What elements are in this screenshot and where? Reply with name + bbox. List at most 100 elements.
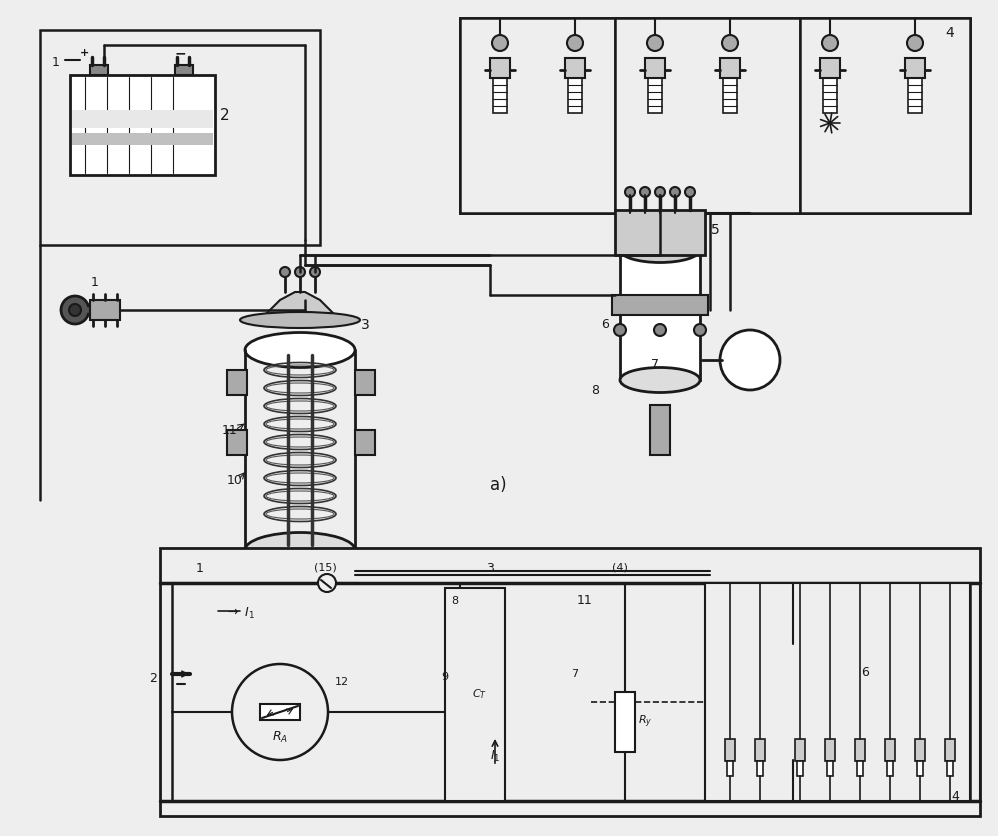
Bar xyxy=(90,65,108,75)
Bar xyxy=(90,300,120,320)
Circle shape xyxy=(318,574,336,592)
Bar xyxy=(490,58,510,78)
Text: 7: 7 xyxy=(572,669,579,679)
Circle shape xyxy=(492,35,508,51)
Circle shape xyxy=(735,644,851,760)
Text: 6: 6 xyxy=(861,665,869,679)
Bar xyxy=(227,370,247,395)
Bar xyxy=(568,78,582,113)
Bar xyxy=(645,58,665,78)
Bar xyxy=(823,78,837,113)
Bar xyxy=(460,18,615,213)
Polygon shape xyxy=(567,48,583,58)
Bar xyxy=(72,110,213,128)
Bar xyxy=(755,739,765,761)
Bar xyxy=(70,75,215,175)
Bar xyxy=(565,58,585,78)
Circle shape xyxy=(625,187,635,197)
Text: 3: 3 xyxy=(486,562,494,574)
Text: (4): (4) xyxy=(612,562,628,572)
Bar xyxy=(460,18,970,213)
Polygon shape xyxy=(647,48,663,58)
Bar xyxy=(827,761,833,776)
Text: 8: 8 xyxy=(591,384,599,396)
Bar xyxy=(825,739,835,761)
Bar xyxy=(493,78,507,113)
Bar xyxy=(887,761,893,776)
Bar xyxy=(820,58,840,78)
Bar xyxy=(705,583,970,801)
Bar xyxy=(615,18,800,213)
Circle shape xyxy=(670,187,680,197)
Bar xyxy=(615,210,705,255)
Polygon shape xyxy=(265,292,335,315)
Ellipse shape xyxy=(620,237,700,263)
Text: (15): (15) xyxy=(313,562,336,572)
Bar xyxy=(445,588,505,801)
Text: $I_1$: $I_1$ xyxy=(490,748,500,763)
Polygon shape xyxy=(822,48,838,58)
Circle shape xyxy=(61,296,89,324)
Circle shape xyxy=(640,187,650,197)
Bar xyxy=(947,761,953,776)
Polygon shape xyxy=(492,48,508,58)
Bar xyxy=(917,761,923,776)
Bar xyxy=(945,739,955,761)
Ellipse shape xyxy=(245,533,355,568)
Bar xyxy=(725,739,735,761)
Circle shape xyxy=(69,304,81,316)
Bar xyxy=(797,761,803,776)
Bar xyxy=(723,78,737,113)
Text: 5: 5 xyxy=(711,223,720,237)
Text: 10: 10 xyxy=(228,473,243,487)
Bar xyxy=(885,739,895,761)
Bar xyxy=(227,430,247,455)
Circle shape xyxy=(647,35,663,51)
Text: 12: 12 xyxy=(335,677,349,687)
Bar xyxy=(915,739,925,761)
Ellipse shape xyxy=(240,312,360,328)
Text: 4: 4 xyxy=(951,789,959,803)
Circle shape xyxy=(93,303,107,317)
Circle shape xyxy=(655,187,665,197)
Bar xyxy=(757,761,763,776)
Text: $C_T$: $C_T$ xyxy=(472,687,487,701)
Text: 4: 4 xyxy=(946,26,954,40)
Bar xyxy=(727,761,733,776)
Polygon shape xyxy=(722,48,738,58)
Circle shape xyxy=(685,187,695,197)
Text: +: + xyxy=(81,48,90,58)
Circle shape xyxy=(654,324,666,336)
Text: 7: 7 xyxy=(651,359,659,371)
Circle shape xyxy=(614,324,626,336)
Polygon shape xyxy=(70,55,230,75)
Bar xyxy=(800,18,970,213)
Text: $\rightarrow$ $I_1$: $\rightarrow$ $I_1$ xyxy=(225,605,254,620)
Bar xyxy=(795,739,805,761)
Bar xyxy=(260,704,300,720)
Bar xyxy=(720,58,740,78)
Text: а): а) xyxy=(490,476,507,494)
Text: 11: 11 xyxy=(223,424,238,436)
Text: 1: 1 xyxy=(91,276,99,288)
Polygon shape xyxy=(559,688,591,716)
Text: $R_y$: $R_y$ xyxy=(638,714,653,730)
Bar xyxy=(650,405,670,455)
Polygon shape xyxy=(215,55,230,175)
Ellipse shape xyxy=(245,333,355,368)
Text: 3: 3 xyxy=(360,318,369,332)
Bar xyxy=(160,548,980,816)
Circle shape xyxy=(567,35,583,51)
Circle shape xyxy=(295,267,305,277)
Text: 2: 2 xyxy=(221,108,230,123)
Bar xyxy=(175,65,193,75)
Text: −: − xyxy=(175,46,186,60)
Circle shape xyxy=(822,35,838,51)
Circle shape xyxy=(232,664,328,760)
Text: 8: 8 xyxy=(451,596,458,606)
Text: 6: 6 xyxy=(601,319,609,332)
Circle shape xyxy=(310,267,320,277)
Text: 1: 1 xyxy=(52,57,60,69)
Ellipse shape xyxy=(620,368,700,392)
Bar xyxy=(72,133,213,145)
